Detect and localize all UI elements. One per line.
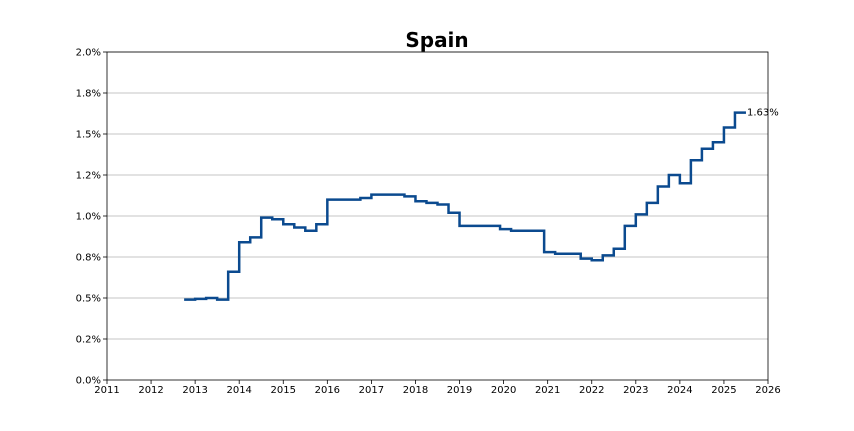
y-tick-label: 0.8% — [76, 253, 101, 264]
x-tick-label: 2020 — [491, 385, 516, 396]
y-axis: 0.0% 0.2% 0.5% 0.8% 1.0% 1.2% 1.5% 1.8% 2.0% — [76, 48, 107, 387]
x-tick-label: 2013 — [182, 385, 207, 396]
x-tick-label: 2016 — [315, 385, 340, 396]
y-tick-label: 2.0% — [76, 48, 101, 59]
y-tick-label: 1.2% — [76, 171, 101, 182]
x-tick-label: 2019 — [447, 385, 472, 396]
x-tick-label: 2012 — [138, 385, 163, 396]
end-value-label: 1.63% — [747, 108, 779, 119]
y-tick-label: 0.0% — [76, 376, 101, 387]
series-layer — [184, 111, 746, 301]
grid-lines — [107, 51, 768, 340]
y-tick-label: 0.5% — [76, 294, 101, 305]
x-tick-label: 2023 — [623, 385, 648, 396]
y-tick-label: 1.8% — [76, 89, 101, 100]
x-tick-label: 2014 — [226, 385, 251, 396]
x-tick-label: 2026 — [755, 385, 780, 396]
y-tick-label: 0.2% — [76, 335, 101, 346]
y-tick-label: 1.0% — [76, 212, 101, 223]
x-tick-label: 2015 — [271, 385, 296, 396]
x-tick-label: 2011 — [94, 385, 119, 396]
y-tick-label: 1.5% — [76, 130, 101, 141]
x-axis: 2011 2012 2013 2014 2015 2016 2017 2018 2019 2020… — [94, 380, 781, 396]
x-tick-label: 2024 — [667, 385, 692, 396]
x-tick-label: 2017 — [359, 385, 384, 396]
x-tick-label: 2018 — [403, 385, 428, 396]
x-tick-label: 2025 — [711, 385, 736, 396]
x-tick-label: 2021 — [535, 385, 560, 396]
chart-title: Spain — [405, 28, 468, 52]
x-tick-label: 2022 — [579, 385, 604, 396]
series-line — [184, 111, 746, 301]
